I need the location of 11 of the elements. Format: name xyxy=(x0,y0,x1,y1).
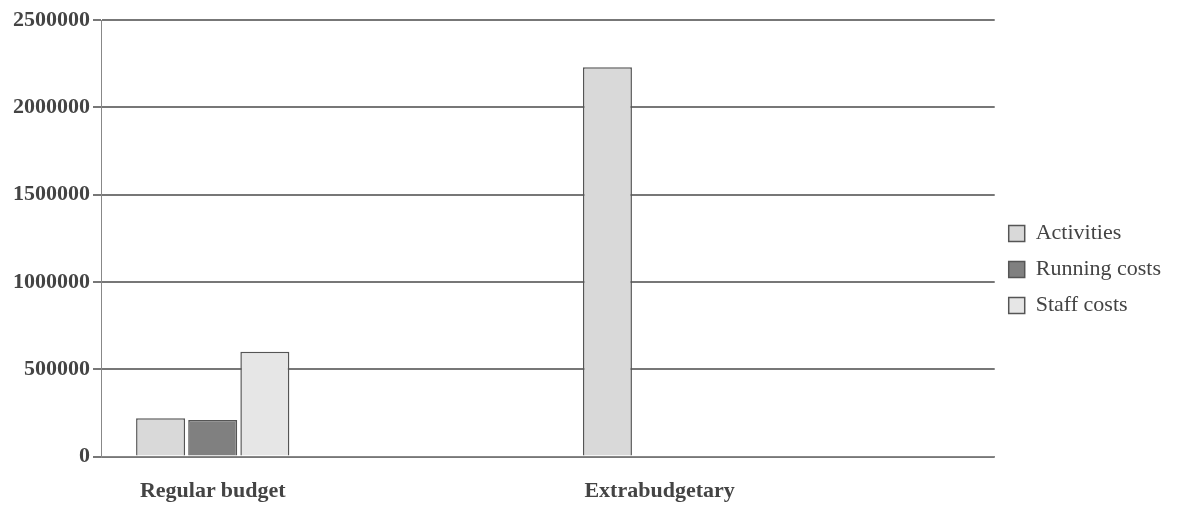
legend-label: Running costs xyxy=(1035,255,1162,281)
x-tick-label: Regular budget xyxy=(139,477,287,503)
y-tick-label: 2500000 xyxy=(13,5,90,31)
x-tick-label: Extrabudgetary xyxy=(584,477,735,503)
legend-label: Activities xyxy=(1035,219,1122,245)
y-tick-label: 2000000 xyxy=(13,93,90,119)
y-tick-label: 0 xyxy=(79,442,90,468)
y-tick-label: 500000 xyxy=(24,354,90,380)
y-tick-label: 1000000 xyxy=(13,267,90,293)
legend-label: Staff costs xyxy=(1035,291,1128,317)
y-tick-label: 1500000 xyxy=(13,180,90,206)
